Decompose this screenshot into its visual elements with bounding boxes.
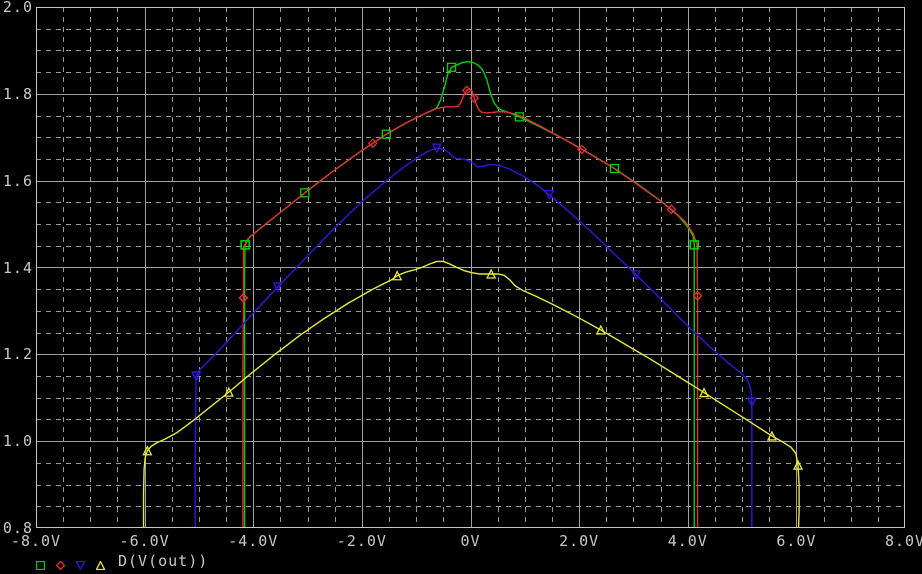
- x-tick-label: 2.0V: [559, 532, 600, 550]
- marker-2-10: [692, 290, 703, 301]
- marker-3-6: [631, 270, 642, 281]
- legend-trace-label[interactable]: D(V(out)): [118, 551, 209, 570]
- marker-1-7: [514, 112, 525, 122]
- marker-1-4: [300, 188, 310, 198]
- y-tick-label: 1.2: [2, 345, 33, 364]
- y-tick-label: 1.6: [2, 171, 33, 190]
- legend-markers: [35, 556, 106, 571]
- legend-marker-triangle-down-icon[interactable]: [75, 556, 86, 571]
- marker-1-8: [609, 163, 620, 174]
- marker-2-5: [461, 85, 472, 96]
- marker-1-3: [240, 240, 250, 250]
- x-tick-label: 0V: [460, 532, 481, 550]
- marker-4-2: [223, 386, 234, 397]
- y-tick-label: 1.8: [2, 84, 33, 103]
- x-tick-label: -4.0V: [228, 532, 279, 550]
- trace-line-3: [194, 147, 753, 528]
- marker-4-4: [486, 268, 497, 279]
- marker-3-3: [272, 282, 283, 293]
- marker-2-3: [238, 292, 249, 303]
- legend-marker-triangle-up-icon[interactable]: [95, 556, 106, 571]
- marker-2-4: [367, 138, 378, 149]
- x-axis-labels: -8.0V -6.0V -4.0V -2.0V 0V 2.0V 4.0V 6.0V 8.0V: [0, 532, 922, 554]
- marker-4-8: [792, 459, 804, 470]
- x-tick-label: -2.0V: [336, 532, 387, 550]
- trace-line-2: [242, 87, 699, 528]
- plot-border: [36, 7, 905, 528]
- plot-canvas: [36, 7, 905, 528]
- y-tick-label: 2.0: [2, 0, 33, 16]
- marker-4-3: [392, 270, 403, 281]
- legend-marker-square-icon[interactable]: [35, 556, 46, 571]
- marker-1-5: [381, 129, 391, 139]
- trace-markers: [142, 62, 804, 470]
- y-tick-label: 0.8: [2, 519, 33, 537]
- x-tick-label: 4.0V: [667, 532, 708, 550]
- legend[interactable]: D(V(out)): [35, 551, 209, 571]
- trace-line-4: [142, 260, 800, 528]
- marker-1-11: [689, 240, 699, 250]
- y-tick-label: 1.4: [2, 258, 33, 277]
- marker-3-5: [544, 189, 555, 201]
- marker-4-5: [595, 324, 606, 335]
- x-tick-label: -8.0V: [10, 532, 62, 550]
- x-tick-label: -6.0V: [119, 532, 170, 550]
- x-tick-label: 6.0V: [776, 532, 817, 550]
- marker-2-7: [576, 144, 587, 155]
- marker-2-6: [469, 93, 480, 104]
- marker-1-6: [446, 62, 457, 72]
- marker-3-8: [746, 397, 757, 408]
- marker-4-6: [698, 387, 710, 398]
- trace-line-1: [243, 61, 695, 528]
- plot-area[interactable]: [36, 7, 905, 528]
- y-tick-label: 1.0: [2, 432, 33, 451]
- marker-4-1: [142, 445, 153, 456]
- marker-4-7: [766, 430, 777, 441]
- x-tick-label: 8.0V: [884, 532, 922, 550]
- marker-3-4: [431, 143, 442, 154]
- legend-marker-diamond-icon[interactable]: [55, 556, 66, 571]
- marker-3-2: [191, 371, 202, 382]
- major-gridlines: [36, 7, 905, 528]
- y-axis-labels: 2.0 1.8 1.6 1.4 1.2 1.0 0.8: [0, 0, 36, 569]
- marker-2-8: [666, 204, 677, 215]
